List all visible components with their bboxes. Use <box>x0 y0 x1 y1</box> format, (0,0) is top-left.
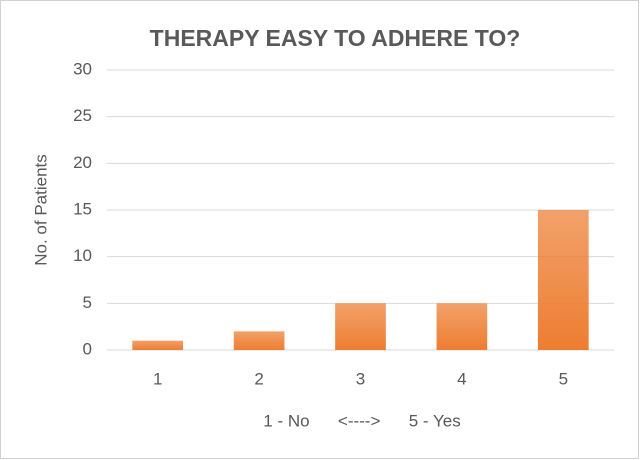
bar <box>233 331 285 350</box>
chart-title: THERAPY EASY TO ADHERE TO? <box>150 25 521 51</box>
y-tick-label: 10 <box>73 246 92 265</box>
x-tick-label: 1 <box>153 369 162 388</box>
y-tick-label: 25 <box>73 106 92 125</box>
bar <box>132 340 184 350</box>
y-tick-label: 30 <box>73 59 92 78</box>
bar <box>537 210 589 350</box>
x-tick-label: 4 <box>457 369 466 388</box>
x-axis-label: 1 - No <----> 5 - Yes <box>263 411 460 430</box>
y-tick-label: 0 <box>83 339 92 358</box>
x-tick-label: 2 <box>254 369 263 388</box>
x-tick-label: 3 <box>356 369 365 388</box>
y-tick-label: 5 <box>83 293 92 312</box>
y-tick-label: 15 <box>73 199 92 218</box>
x-tick-label: 5 <box>559 369 568 388</box>
y-tick-label: 20 <box>73 153 92 172</box>
y-axis-label: No. of Patients <box>31 154 50 266</box>
bar <box>335 303 386 350</box>
bar <box>436 303 488 350</box>
